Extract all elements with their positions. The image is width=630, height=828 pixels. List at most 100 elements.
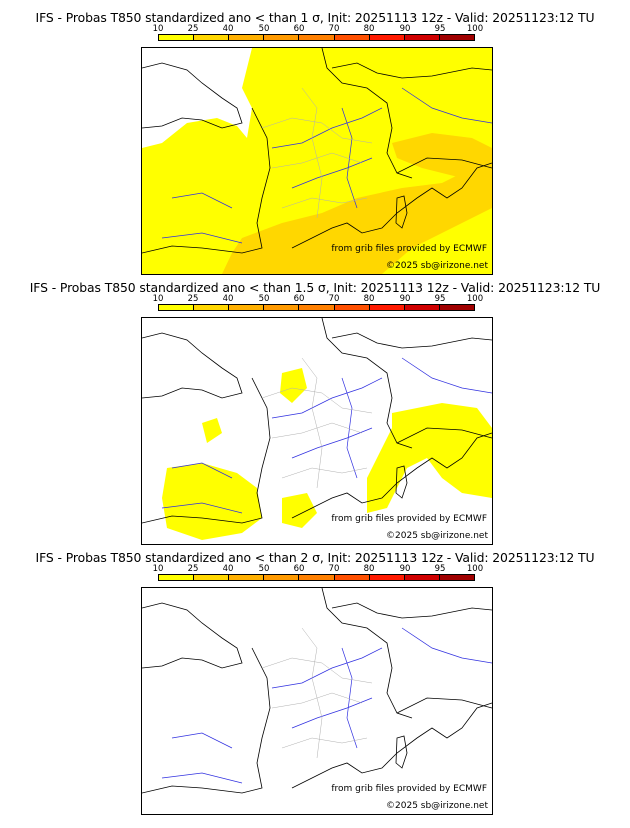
country-borders: [321, 318, 492, 449]
legend-swatch: [439, 305, 474, 310]
rivers: [161, 87, 492, 244]
legend-swatch: [299, 35, 335, 40]
legend-tick: 90: [399, 24, 411, 34]
legend-tick: 50: [258, 294, 270, 304]
coastline: [142, 62, 492, 254]
legend-swatch: [299, 305, 335, 310]
legend-ticks: 10 25 40 50 60 70 80 90 95 100: [0, 24, 630, 34]
legend-swatch: [334, 305, 370, 310]
legend-swatch: [264, 35, 300, 40]
legend-tick: 90: [399, 564, 411, 574]
probability-area: [202, 418, 222, 443]
legend-swatch: [404, 305, 440, 310]
probability-area-25: [222, 158, 492, 274]
legend-tick: 60: [293, 24, 305, 34]
legend-swatch: [229, 575, 265, 580]
legend-swatch: [299, 575, 335, 580]
probability-area: [367, 403, 492, 513]
country-borders: [321, 588, 492, 719]
map-svg: [142, 48, 492, 274]
rivers: [161, 357, 492, 514]
probability-map: from grib files provided by ECMWF ©2025 …: [141, 47, 493, 275]
legend-tick: 70: [328, 24, 340, 34]
legend-tick: 50: [258, 564, 270, 574]
legend-swatch: [194, 305, 230, 310]
legend-tick: 80: [363, 294, 375, 304]
legend-swatch: [194, 575, 230, 580]
legend-tick: 95: [434, 294, 446, 304]
source-credit: from grib files provided by ECMWF: [331, 244, 487, 254]
legend-tick: 50: [258, 24, 270, 34]
legend-tick: 25: [187, 24, 199, 34]
probability-area: [280, 368, 307, 403]
legend-swatch: [439, 575, 474, 580]
coastline: [142, 602, 492, 794]
corsica: [395, 465, 408, 499]
legend-tick: 70: [328, 564, 340, 574]
legend-swatch: [369, 575, 405, 580]
legend-tick: 95: [434, 24, 446, 34]
panel-1: IFS - Probas T850 standardized ano < tha…: [0, 10, 630, 280]
legend-swatch: [334, 35, 370, 40]
legend-tick: 40: [222, 564, 234, 574]
panel-title: IFS - Probas T850 standardized ano < tha…: [35, 10, 595, 25]
legend-swatch: [369, 35, 405, 40]
panel-title: IFS - Probas T850 standardized ano < tha…: [29, 280, 601, 295]
legend-tick: 60: [293, 564, 305, 574]
legend-tick: 60: [293, 294, 305, 304]
legend-tick: 25: [187, 564, 199, 574]
copyright-credit: ©2025 sb@irizone.net: [386, 261, 488, 271]
legend-swatch: [159, 305, 195, 310]
region-borders: [261, 627, 373, 759]
legend-tick: 100: [466, 24, 484, 34]
legend-swatch: [229, 305, 265, 310]
rivers: [161, 627, 492, 784]
legend-swatch: [264, 575, 300, 580]
legend-colorbar: [158, 574, 475, 581]
probability-area: [162, 463, 262, 540]
source-credit: from grib files provided by ECMWF: [331, 784, 487, 794]
legend-tick: 10: [152, 294, 164, 304]
legend-ticks: 10 25 40 50 60 70 80 90 95 100: [0, 294, 630, 304]
probability-map: from grib files provided by ECMWF ©2025 …: [141, 317, 493, 545]
legend-colorbar: [158, 34, 475, 41]
legend-tick: 40: [222, 24, 234, 34]
legend-tick: 10: [152, 24, 164, 34]
legend-swatch: [159, 575, 195, 580]
legend-tick: 70: [328, 294, 340, 304]
legend-swatch: [404, 575, 440, 580]
legend-swatch: [159, 35, 195, 40]
probability-area: [282, 493, 317, 528]
panel-title: IFS - Probas T850 standardized ano < tha…: [35, 550, 595, 565]
corsica: [395, 735, 408, 769]
probability-area-25-east: [392, 133, 492, 178]
map-svg: [142, 318, 492, 540]
legend-swatch: [439, 35, 474, 40]
region-borders: [261, 357, 373, 489]
map-svg: [142, 588, 492, 794]
corsica: [395, 195, 408, 229]
legend-ticks: 10 25 40 50 60 70 80 90 95 100: [0, 564, 630, 574]
legend-tick: 100: [466, 564, 484, 574]
legend-swatch: [264, 305, 300, 310]
legend-tick: 95: [434, 564, 446, 574]
legend-tick: 40: [222, 294, 234, 304]
copyright-credit: ©2025 sb@irizone.net: [386, 801, 488, 811]
legend-swatch: [194, 35, 230, 40]
legend-tick: 90: [399, 294, 411, 304]
legend-swatch: [229, 35, 265, 40]
copyright-credit: ©2025 sb@irizone.net: [386, 531, 488, 541]
coastline: [142, 332, 492, 524]
legend-tick: 10: [152, 564, 164, 574]
panel-3: IFS - Probas T850 standardized ano < tha…: [0, 550, 630, 820]
panel-2: IFS - Probas T850 standardized ano < tha…: [0, 280, 630, 550]
source-credit: from grib files provided by ECMWF: [331, 514, 487, 524]
region-borders: [261, 87, 373, 219]
legend-tick: 80: [363, 564, 375, 574]
country-borders: [321, 48, 492, 179]
legend-tick: 100: [466, 294, 484, 304]
probability-map: from grib files provided by ECMWF ©2025 …: [141, 587, 493, 815]
legend-swatch: [369, 305, 405, 310]
legend-swatch: [404, 35, 440, 40]
